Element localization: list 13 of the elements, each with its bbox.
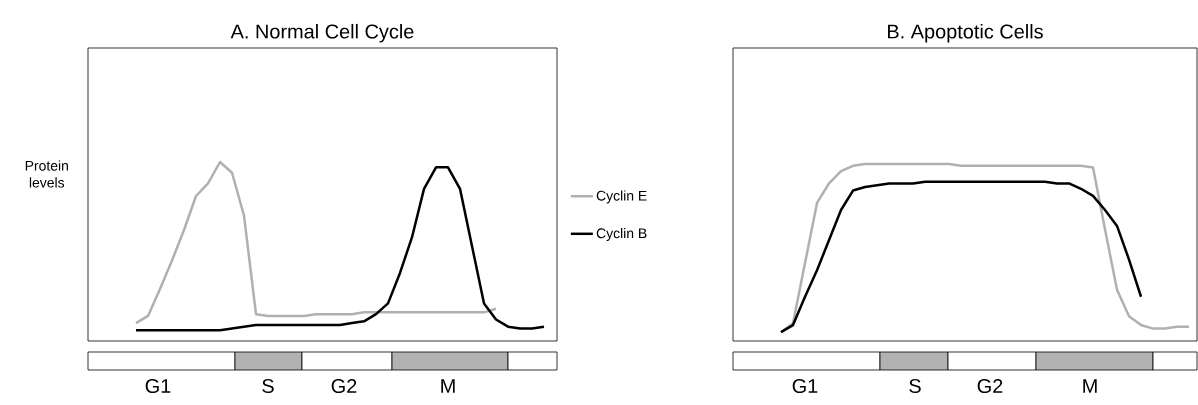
legend-label: Cyclin E bbox=[596, 190, 647, 204]
text: G1 bbox=[145, 378, 171, 394]
chart-title: A. Normal Cell Cycle bbox=[230, 23, 414, 43]
chart-title: B. Apoptotic Cells bbox=[888, 23, 1043, 43]
text: M bbox=[1083, 379, 1097, 393]
text: G2 bbox=[977, 378, 1003, 394]
text: G2 bbox=[331, 378, 357, 394]
text: G1 bbox=[792, 378, 818, 394]
text: S bbox=[909, 378, 921, 394]
text: M bbox=[441, 379, 455, 393]
text: S bbox=[262, 378, 274, 394]
y-axis-title: Protein levels bbox=[25, 160, 68, 188]
legend-label: Cyclin B bbox=[596, 228, 647, 241]
